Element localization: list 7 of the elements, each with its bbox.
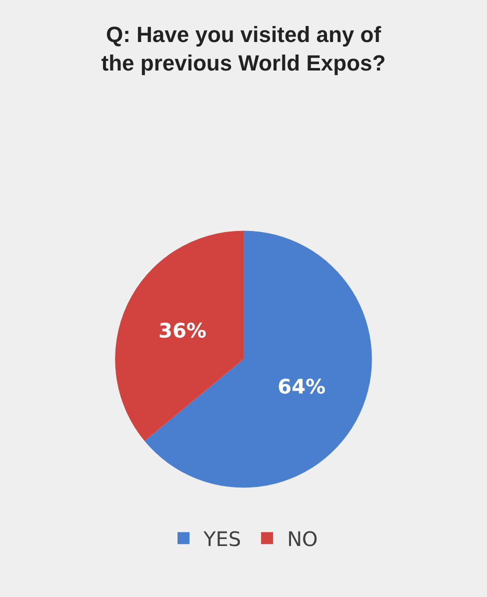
data-label: 36% xyxy=(158,318,206,342)
legend-label: YES xyxy=(202,526,242,551)
pie-slice xyxy=(115,230,244,442)
chart-title: Q: Have you visited any of the previous World Expos? xyxy=(101,22,386,76)
data-label: 64% xyxy=(278,374,326,399)
legend-label: NO xyxy=(287,526,318,551)
pie-slice xyxy=(144,230,372,488)
